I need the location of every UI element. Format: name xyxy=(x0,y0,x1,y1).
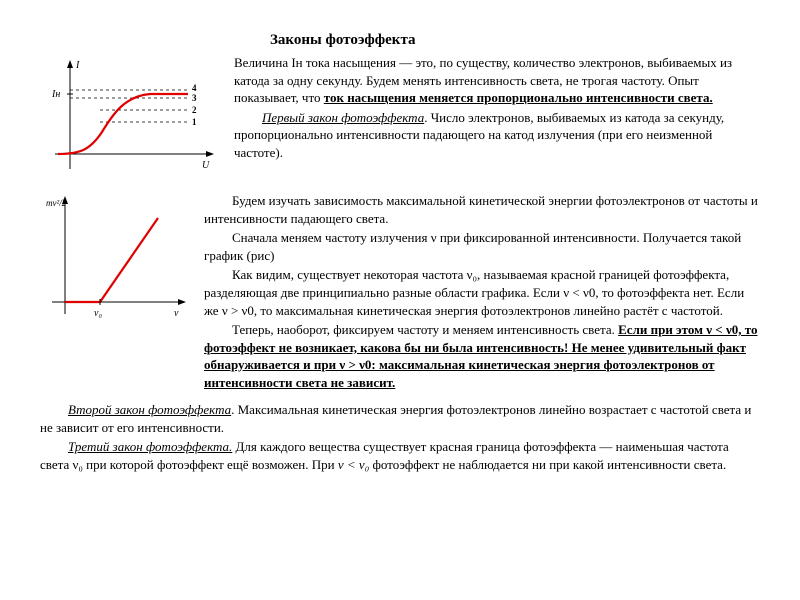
chart1-s2: 2 xyxy=(192,105,197,115)
text-block-3: Второй закон фотоэффекта. Максимальная к… xyxy=(40,401,760,473)
chart2-container: mv²/2 ν ν₀ xyxy=(40,192,190,393)
saturation-chart: I U Iн 1 2 3 4 xyxy=(40,54,220,184)
row-1: I U Iн 1 2 3 4 Величина Iн тока насыщени… xyxy=(40,54,760,184)
chart2-xlabel: ν xyxy=(174,308,179,319)
chart1-container: I U Iн 1 2 3 4 xyxy=(40,54,220,184)
text-block-1: Величина Iн тока насыщения — это, по сущ… xyxy=(234,54,760,184)
threshold-chart: mv²/2 ν ν₀ xyxy=(40,192,190,332)
chart1-isat: Iн xyxy=(51,89,60,100)
text-block-2: Будем изучать зависимость максимальной к… xyxy=(204,192,760,393)
p1b: ток насыщения меняется пропорционально и… xyxy=(324,90,713,105)
p4: Как видим, существует некоторая частота … xyxy=(204,266,760,319)
chart1-s1: 1 xyxy=(192,117,197,127)
law3-body-b: ν < ν₀ xyxy=(338,457,369,472)
chart1-s3: 3 xyxy=(192,93,197,103)
page-title: Законы фотоэффекта xyxy=(270,30,760,50)
chart1-xlabel: U xyxy=(202,160,210,171)
chart1-ylabel: I xyxy=(75,60,80,71)
chart1-s4: 4 xyxy=(192,83,197,93)
law3-title: Третий закон фотоэффекта. xyxy=(68,439,232,454)
law2-title: Второй закон фотоэффекта xyxy=(68,402,231,417)
p2: Будем изучать зависимость максимальной к… xyxy=(204,192,760,227)
p5a: Теперь, наоборот, фиксируем частоту и ме… xyxy=(232,322,618,337)
law1-title: Первый закон фотоэффекта xyxy=(262,110,424,125)
row-2: mv²/2 ν ν₀ Будем изучать зависимость мак… xyxy=(40,192,760,393)
law3-body-c: фотоэффект не наблюдается ни при какой и… xyxy=(369,457,726,472)
chart2-nu0: ν₀ xyxy=(94,308,102,319)
chart2-ylabel: mv²/2 xyxy=(46,198,67,208)
p3: Сначала меняем частоту излучения ν при ф… xyxy=(204,229,760,264)
